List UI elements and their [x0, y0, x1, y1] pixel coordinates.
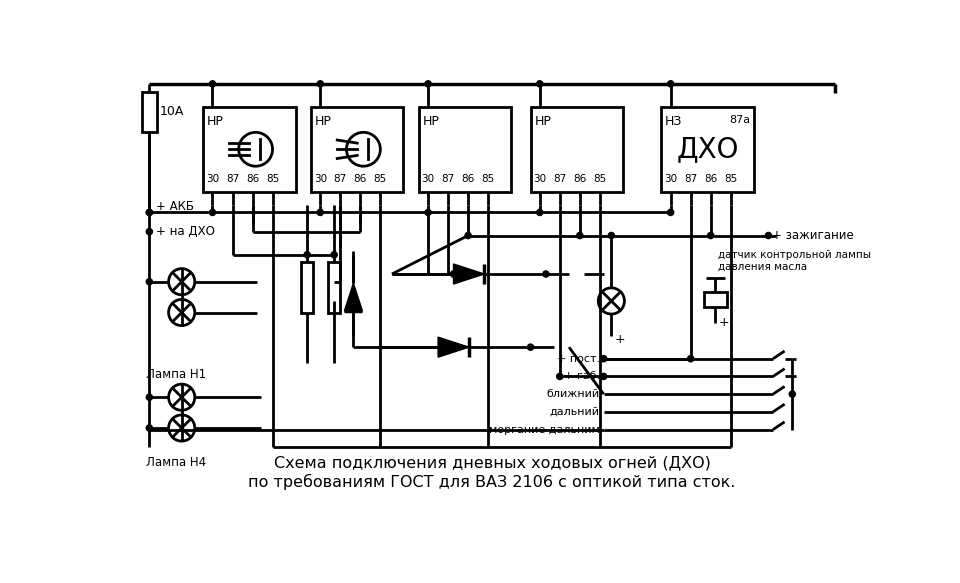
Circle shape: [601, 373, 607, 380]
Text: НЗ: НЗ: [665, 115, 683, 128]
Text: 85: 85: [482, 174, 494, 184]
Text: датчик контрольной лампы: датчик контрольной лампы: [718, 250, 871, 260]
Text: +: +: [614, 333, 625, 346]
Text: 85: 85: [724, 174, 737, 184]
Circle shape: [667, 209, 674, 216]
Text: по требованиям ГОСТ для ВАЗ 2106 с оптикой типа сток.: по требованиям ГОСТ для ВАЗ 2106 с оптик…: [249, 474, 735, 490]
Circle shape: [146, 209, 153, 216]
Text: ДХО: ДХО: [677, 135, 739, 163]
Text: 30: 30: [421, 174, 435, 184]
Circle shape: [537, 209, 542, 216]
Bar: [311, 107, 403, 192]
Circle shape: [317, 209, 324, 216]
Text: 87a: 87a: [730, 115, 751, 125]
Text: + габ.: + габ.: [564, 371, 600, 381]
Text: 86: 86: [704, 174, 717, 184]
Text: НР: НР: [315, 115, 332, 128]
Text: Схема подключения дневных ходовых огней (ДХО): Схема подключения дневных ходовых огней …: [274, 455, 710, 470]
Bar: [204, 107, 296, 192]
Circle shape: [304, 252, 310, 258]
Circle shape: [146, 229, 153, 235]
Text: давления масла: давления масла: [718, 261, 806, 271]
Circle shape: [146, 279, 153, 285]
Text: 30: 30: [664, 174, 677, 184]
Text: 30: 30: [533, 174, 546, 184]
Circle shape: [557, 373, 563, 380]
Text: + пост.: + пост.: [557, 354, 600, 364]
Circle shape: [765, 233, 772, 238]
Text: Лампа Н4: Лампа Н4: [146, 456, 205, 469]
Bar: [328, 262, 340, 312]
Text: 86: 86: [573, 174, 587, 184]
Text: 85: 85: [593, 174, 607, 184]
Circle shape: [425, 209, 431, 216]
Bar: [419, 107, 512, 192]
Text: 85: 85: [373, 174, 387, 184]
Text: НР: НР: [535, 115, 551, 128]
Bar: [301, 262, 313, 312]
Text: 86: 86: [462, 174, 475, 184]
Circle shape: [450, 271, 457, 277]
Circle shape: [425, 80, 431, 87]
Bar: [661, 107, 754, 192]
Circle shape: [577, 233, 583, 238]
Circle shape: [146, 209, 153, 216]
Circle shape: [331, 252, 337, 258]
Text: 30: 30: [206, 174, 219, 184]
Text: 87: 87: [226, 174, 239, 184]
Circle shape: [789, 391, 796, 397]
Text: 86: 86: [246, 174, 259, 184]
Bar: [704, 292, 727, 307]
Circle shape: [317, 80, 324, 87]
Polygon shape: [453, 264, 484, 284]
Text: 85: 85: [266, 174, 279, 184]
Text: НР: НР: [207, 115, 224, 128]
Text: 87: 87: [553, 174, 566, 184]
Text: 87: 87: [684, 174, 697, 184]
Text: Лампа Н1: Лампа Н1: [146, 368, 205, 381]
Circle shape: [708, 233, 713, 238]
Circle shape: [527, 344, 534, 350]
Bar: [142, 92, 157, 132]
Circle shape: [465, 233, 471, 238]
Text: 30: 30: [314, 174, 326, 184]
Text: 86: 86: [353, 174, 367, 184]
Circle shape: [146, 425, 153, 431]
Text: + на ДХО: + на ДХО: [156, 225, 214, 238]
Text: + зажигание: + зажигание: [772, 229, 854, 242]
Text: +: +: [718, 316, 729, 329]
Circle shape: [542, 271, 549, 277]
Text: 87: 87: [442, 174, 455, 184]
Text: моргание дальним: моргание дальним: [489, 424, 600, 434]
Circle shape: [687, 356, 694, 362]
Circle shape: [667, 80, 674, 87]
Text: дальний: дальний: [550, 407, 600, 417]
Text: 10А: 10А: [160, 105, 184, 118]
Polygon shape: [345, 283, 363, 311]
Circle shape: [209, 209, 216, 216]
Bar: [531, 107, 623, 192]
Text: НР: НР: [422, 115, 440, 128]
Circle shape: [537, 80, 542, 87]
Circle shape: [146, 394, 153, 401]
Circle shape: [609, 233, 614, 238]
Circle shape: [601, 356, 607, 362]
Circle shape: [209, 80, 216, 87]
Text: ближний: ближний: [546, 389, 600, 399]
Text: + АКБ: + АКБ: [156, 200, 194, 213]
Text: 87: 87: [334, 174, 347, 184]
Polygon shape: [438, 337, 468, 357]
